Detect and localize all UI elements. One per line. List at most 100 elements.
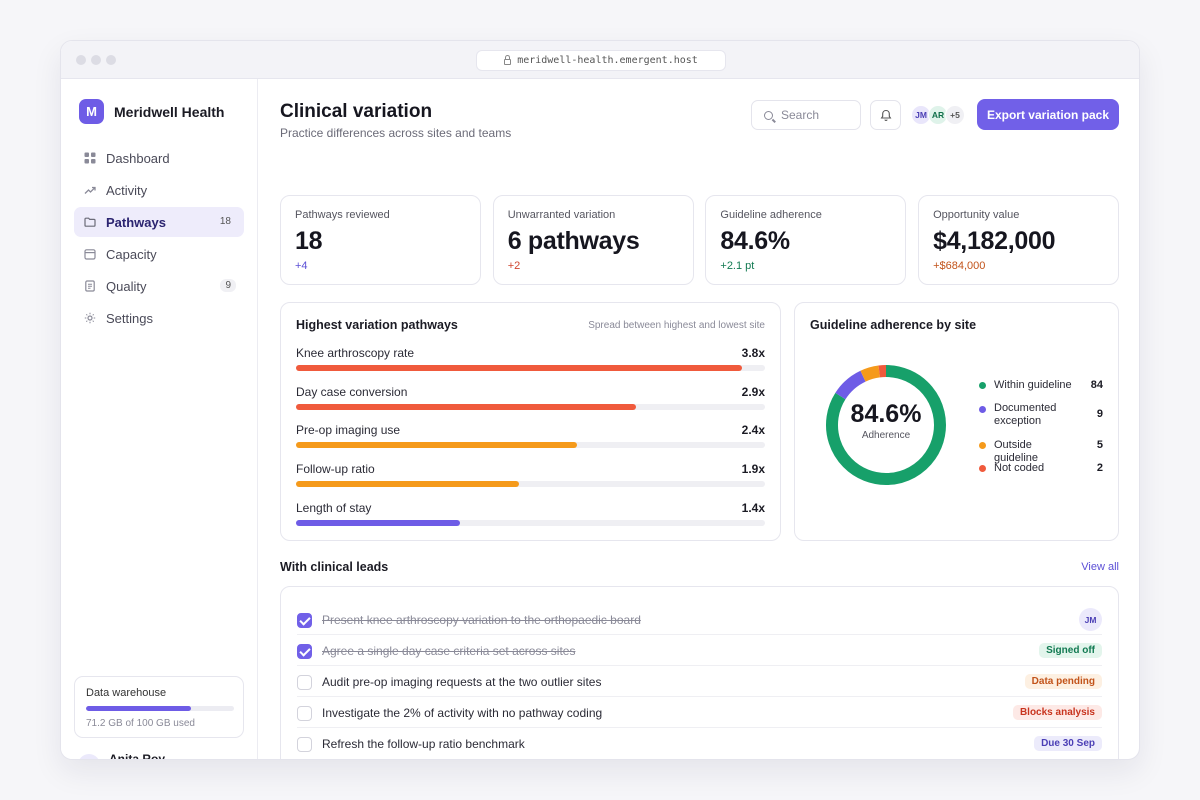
list-item: Audit pre-op imaging requests at the two… (297, 666, 1102, 697)
window-close-dot[interactable] (76, 55, 86, 65)
search-icon (764, 110, 773, 120)
donut-segment-within-guideline (826, 365, 946, 485)
sidebar-item-label: Settings (106, 310, 153, 326)
more-collaborators-count: +5 (945, 105, 965, 125)
task-text: Investigate the 2% of activity with no p… (322, 706, 603, 720)
legend-label: Not coded (994, 462, 1045, 474)
notifications-button[interactable] (870, 100, 901, 130)
task-text: Present knee arthroscopy variation to th… (322, 613, 641, 627)
task-checkbox[interactable] (297, 644, 312, 659)
avatar: AR (78, 754, 100, 759)
task-text: Agree a single day case criteria set acr… (322, 644, 576, 658)
kpi-value: $4,182,000 (933, 227, 1056, 255)
list-item: Present knee arthroscopy variation to th… (297, 604, 1102, 635)
storage-note: 71.2 GB of 100 GB used (86, 718, 195, 729)
sidebar-item-settings[interactable]: Settings (74, 303, 244, 333)
task-checkbox[interactable] (297, 613, 312, 628)
trend-icon (84, 184, 96, 196)
calendar-icon (84, 248, 96, 260)
legend-dot (979, 382, 986, 389)
list-item: Refresh the follow-up ratio benchmark Due… (297, 728, 1102, 759)
status-badge: Blocks analysis (1012, 705, 1102, 720)
kpi-delta: +2.1 pt (720, 260, 755, 272)
variation-value: 1.4x (741, 500, 765, 515)
sidebar-item-capacity[interactable]: Capacity (74, 239, 244, 269)
donut-segment-outside-guideline (860, 365, 881, 382)
variation-bar-track (296, 519, 765, 526)
avatar: JM (911, 105, 931, 125)
legend-value: 9 (1096, 408, 1103, 420)
address-bar[interactable]: meridwell-health.emergent.host (476, 50, 726, 71)
legend-label: Outside guideline (994, 439, 1039, 464)
window-minimize-dot[interactable] (91, 55, 101, 65)
donut-center-label: Adherence (861, 430, 911, 441)
adherence-title: Guideline adherence by site (810, 318, 977, 332)
sidebar-item-quality[interactable]: Quality 9 (74, 271, 244, 301)
legend-dot (979, 406, 986, 413)
legend-label: Within guideline (994, 379, 1072, 391)
variation-row: Follow-up ratio 1.9x (296, 462, 765, 488)
legend-value: 2 (1096, 462, 1103, 474)
variation-bar (296, 403, 637, 410)
variation-bar (296, 365, 742, 371)
task-text: Audit pre-op imaging requests at the two… (322, 675, 602, 689)
sidebar-item-label: Activity (106, 182, 148, 198)
sidebar-item-activity[interactable]: Activity (74, 175, 244, 205)
sidebar-item-count-badge: 18 (219, 216, 231, 227)
browser-window: meridwell-health.emergent.host M Meridwe… (60, 40, 1140, 760)
kpi-delta: +4 (295, 260, 308, 272)
task-checkbox[interactable] (297, 706, 312, 721)
kpi-delta: +$684,000 (933, 260, 986, 272)
task-text: Refresh the follow-up ratio benchmark (322, 737, 525, 751)
search-input[interactable]: Search (751, 100, 861, 130)
avatar: JM (1079, 608, 1102, 631)
kpi-card: Opportunity value $4,182,000 +$684,000 (918, 195, 1120, 285)
sidebar-item-dashboard[interactable]: Dashboard (74, 143, 244, 173)
task-checkbox[interactable] (297, 737, 312, 752)
lock-icon (504, 55, 512, 65)
status-badge: Due 30 Sep (1034, 736, 1102, 751)
variation-bar-track (296, 403, 765, 410)
export-variation-pack-button[interactable]: Export variation pack (977, 99, 1119, 130)
variation-label: Length of stay (296, 500, 372, 515)
sidebar-item-label: Pathways (106, 214, 166, 230)
variation-bar-track (296, 365, 765, 371)
legend-dot (979, 442, 986, 449)
variation-bar (296, 442, 578, 449)
kpi-value: 18 (295, 227, 323, 255)
sidebar-item-pathways[interactable]: Pathways 18 (74, 207, 244, 237)
brand[interactable]: M Meridwell Health (79, 99, 224, 124)
sidebar-item-label: Quality (106, 278, 147, 294)
variation-bar-track (296, 442, 765, 449)
kpi-value: 6 pathways (507, 227, 640, 255)
view-all-link[interactable]: View all (1081, 561, 1119, 573)
variation-bar-track (296, 481, 765, 488)
donut-center: 84.6% Adherence (821, 400, 951, 441)
storage-card: Data warehouse 71.2 GB of 100 GB used (74, 676, 244, 738)
clinical-leads-title: With clinical leads (280, 560, 389, 574)
grid-icon (84, 152, 96, 164)
variation-value: 2.4x (741, 423, 765, 438)
variation-row: Pre-op imaging use 2.4x (296, 423, 765, 449)
legend-dot (979, 465, 986, 472)
storage-progress-bar (86, 706, 234, 711)
variation-card: Highest variation pathways Spread betwee… (280, 302, 781, 541)
main-content: Clinical variation Practice differences … (259, 79, 1139, 759)
brand-logo: M (79, 99, 104, 124)
collaborator-avatars[interactable]: JM AR +5 (911, 105, 965, 125)
legend-label: Documented exception (994, 402, 1057, 427)
user-profile[interactable]: AR Anita Roy Head of Analytics (78, 752, 186, 759)
window-maximize-dot[interactable] (106, 55, 116, 65)
variation-label: Knee arthroscopy rate (296, 346, 415, 360)
kpi-value: 84.6% (720, 227, 790, 255)
browser-titlebar: meridwell-health.emergent.host (61, 41, 1139, 79)
search-placeholder: Search (781, 108, 820, 122)
donut-center-value: 84.6% (850, 400, 922, 428)
url-text: meridwell-health.emergent.host (517, 55, 698, 66)
variation-label: Pre-op imaging use (296, 423, 401, 438)
variation-note: Spread between highest and lowest site (588, 320, 765, 331)
page-subtitle: Practice differences across sites and te… (280, 126, 512, 140)
variation-bar (296, 481, 519, 488)
task-checkbox[interactable] (297, 675, 312, 690)
donut-segment-documented-exception (835, 370, 866, 400)
